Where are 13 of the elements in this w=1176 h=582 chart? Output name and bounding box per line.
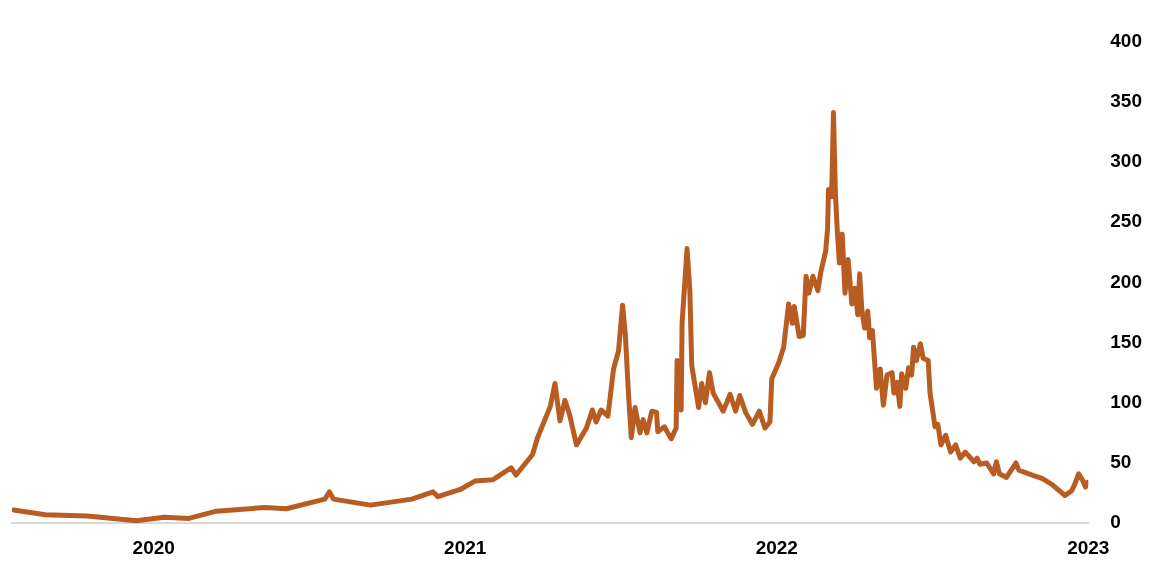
y-tick-label: 0 [1110, 511, 1121, 533]
y-tick-label: 400 [1110, 29, 1142, 51]
x-tick-label: 2021 [444, 536, 487, 558]
y-tick-label: 150 [1110, 330, 1142, 352]
x-tick-label: 2020 [132, 536, 175, 558]
y-tick-label: 200 [1110, 270, 1142, 292]
y-tick-label: 100 [1110, 390, 1142, 412]
y-tick-label: 300 [1110, 150, 1142, 172]
y-tick-label: 350 [1110, 89, 1142, 111]
y-tick-label: 50 [1110, 451, 1132, 473]
x-tick-label: 2023 [1067, 536, 1110, 558]
y-tick-label: 250 [1110, 210, 1142, 232]
x-tick-label: 2022 [755, 536, 798, 558]
